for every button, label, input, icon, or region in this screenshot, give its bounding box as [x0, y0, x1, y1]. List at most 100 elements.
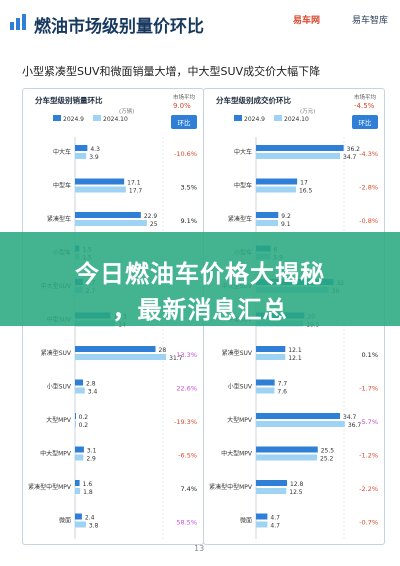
bar-2024-10: [75, 220, 147, 226]
value-label-2024-9: 36.2: [347, 146, 361, 153]
bar-2024-10: [75, 454, 84, 461]
legend-swatch-2024-9: [53, 115, 61, 121]
chart-title: 分车型级别成交价环比: [216, 95, 291, 105]
value-label-2024-10: 31.7: [169, 355, 183, 362]
bar-2024-10: [75, 421, 76, 427]
legend-swatch-2024-10: [93, 115, 101, 121]
value-label-2024-10: 36.7: [348, 422, 362, 429]
value-label-2024-9: 1.6: [83, 481, 93, 488]
change-value: -1.7%: [359, 385, 378, 393]
bar-2024-9: [256, 212, 279, 218]
page-number: 13: [194, 544, 205, 553]
change-value: 22.6%: [176, 385, 197, 393]
bar-2024-10: [75, 488, 81, 494]
value-label-2024-10: 7.6: [277, 389, 287, 396]
bar-2024-10: [256, 454, 318, 461]
category-label: 中大型MPV: [40, 450, 72, 458]
overlay-banner: [0, 232, 400, 326]
change-tag-label: 环比: [178, 118, 192, 127]
value-label-2024-9: 12.8: [290, 481, 304, 488]
value-label-2024-10: 12.5: [289, 489, 303, 496]
legend-swatch-2024-9: [234, 115, 242, 121]
value-label-2024-9: 17.1: [127, 180, 141, 187]
banner-headline-line1: 今日燃油车价格大揭秘: [75, 260, 325, 288]
value-label-2024-10: 12.1: [288, 355, 302, 362]
value-label-2024-10: 34.7: [343, 154, 357, 161]
value-label-2024-9: 12.1: [288, 347, 302, 354]
category-label: 紧凑型SUV: [222, 349, 253, 357]
bar-2024-10: [75, 186, 126, 193]
bar-2024-10: [256, 488, 287, 494]
category-label: 小型SUV: [47, 383, 72, 391]
change-tag-badge: [352, 115, 378, 129]
change-value: 58.5%: [176, 519, 197, 527]
bar-2024-9: [256, 178, 298, 185]
brand-logo-yiche-zhiku: 易车智库: [351, 16, 388, 26]
market-average-value: -4.5%: [354, 102, 375, 110]
value-label-2024-9: 22.9: [144, 213, 158, 220]
market-average-value: 9.0%: [173, 102, 191, 110]
value-label-2024-10: 25.2: [320, 456, 334, 463]
category-label: 小型SUV: [228, 383, 253, 391]
bar-2024-9: [256, 379, 275, 386]
category-label: 紧凑型中型MPV: [28, 483, 72, 491]
market-average-label: 市场平均: [354, 93, 377, 101]
bar-2024-10: [75, 153, 87, 159]
legend-swatch-2024-10: [274, 115, 282, 121]
bar-2024-9: [256, 145, 344, 151]
bar-2024-10: [256, 421, 345, 427]
change-value: 7.4%: [180, 485, 197, 493]
legend-label-2024-9: 2024.9: [244, 116, 265, 123]
value-label-2024-10: 3.4: [88, 389, 98, 396]
bar-2024-9: [75, 480, 80, 486]
value-label-2024-10: 17.7: [129, 188, 143, 195]
change-value: 13.3%: [176, 351, 197, 359]
bar-2024-9: [75, 212, 141, 218]
bar-2024-10: [75, 387, 85, 394]
chart-unit: (万元): [300, 108, 315, 115]
value-label-2024-9: 4.3: [90, 146, 100, 153]
category-label: 中型车: [53, 182, 71, 190]
bar-2024-10: [256, 387, 275, 394]
chart-unit: (万辆): [119, 107, 134, 115]
bar-2024-9: [256, 413, 341, 419]
value-label-2024-9: 34.7: [343, 414, 357, 421]
value-label-2024-9: 0.2: [79, 414, 89, 421]
value-label-2024-9: 2.8: [86, 381, 96, 388]
bar-2024-9: [75, 145, 88, 151]
change-value: -4.3%: [359, 150, 378, 158]
chart-title: 分车型级别销量环比: [35, 95, 103, 105]
category-label: 紧凑型中型MPV: [209, 483, 253, 491]
bar-2024-10: [256, 354, 286, 360]
category-label: 中型车: [234, 182, 252, 190]
bar-2024-9: [256, 446, 318, 453]
category-label: 中大型MPV: [221, 450, 253, 458]
value-label-2024-10: 9.1: [281, 221, 291, 228]
bar-2024-10: [256, 186, 296, 193]
category-label: 紧凑型SUV: [41, 349, 72, 357]
value-label-2024-10: 4.7: [270, 523, 280, 530]
value-label-2024-10: 2.9: [86, 456, 96, 463]
change-value: -0.8%: [359, 217, 378, 225]
bar-2024-10: [256, 153, 341, 159]
bar-2024-9: [75, 446, 84, 453]
bar-2024-10: [256, 521, 268, 528]
bar-2024-9: [75, 513, 82, 520]
legend-label-2024-10: 2024.10: [103, 116, 128, 123]
change-tag-badge: [171, 115, 197, 129]
bar-2024-9: [256, 513, 268, 520]
category-label: 大型MPV: [227, 416, 253, 424]
change-value: 5.7%: [361, 418, 378, 426]
value-label-2024-10: 1.8: [83, 489, 93, 496]
bar-2024-10: [75, 521, 86, 528]
page-title: 燃油市场级别量价环比: [34, 17, 204, 37]
bar-2024-9: [75, 178, 125, 185]
bar-2024-9: [256, 346, 286, 352]
header-logo-bars: [10, 14, 26, 30]
page-subtitle: 小型紧凑型SUV和微面销量大增，中大型SUV成交价大幅下降: [22, 65, 321, 78]
change-value: -0.7%: [359, 519, 378, 527]
value-label-2024-9: 7.7: [278, 381, 288, 388]
brand-logo-yiche: 易车网: [292, 16, 320, 26]
legend-label-2024-9: 2024.9: [63, 116, 84, 123]
